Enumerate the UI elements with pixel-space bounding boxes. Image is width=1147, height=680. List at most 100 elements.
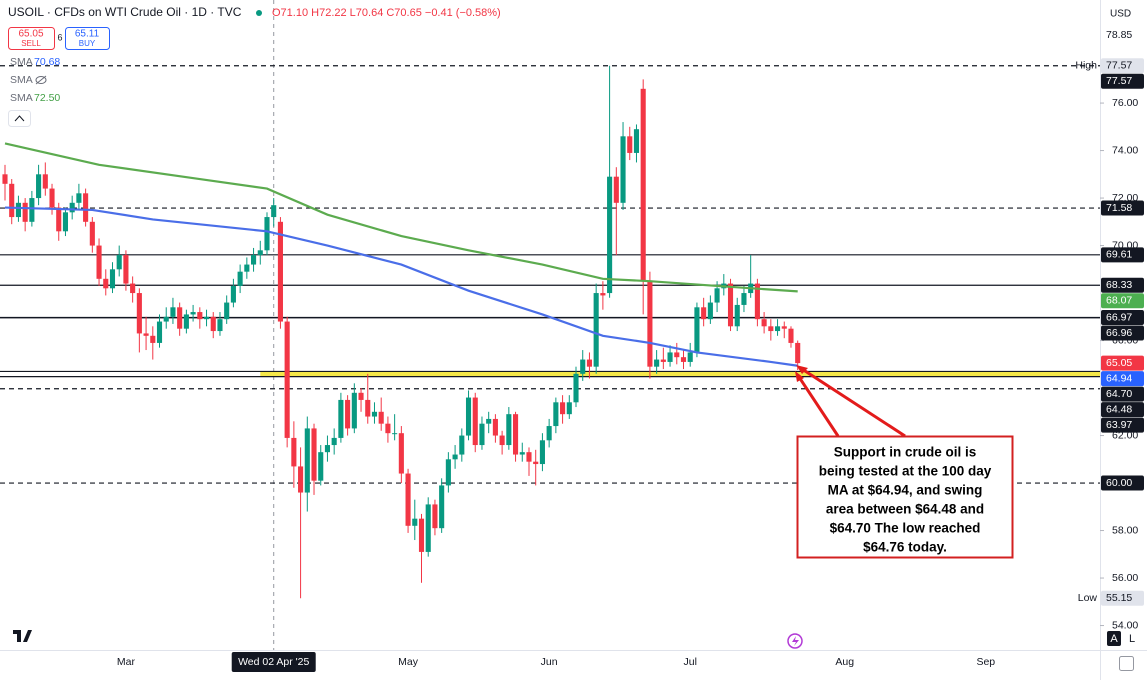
candle-body	[237, 271, 243, 286]
candle-body	[761, 319, 767, 327]
y-tick-label: 76.00	[1112, 97, 1138, 109]
annotation-box	[796, 435, 1014, 559]
candle-body	[203, 316, 210, 320]
price-tag: High	[1075, 60, 1097, 72]
candle-body	[768, 326, 774, 332]
candle-body	[109, 269, 116, 289]
candle-body	[701, 307, 707, 320]
candle-body	[539, 440, 545, 465]
collapse-icon	[14, 115, 25, 122]
hidden-eye-icon	[35, 76, 47, 84]
candle-body	[378, 411, 384, 424]
candle-body	[62, 212, 69, 232]
candle-body	[593, 293, 599, 367]
price-label: 78.85	[1106, 29, 1132, 41]
candle-body	[479, 423, 485, 446]
price-label: 55.15	[1106, 592, 1132, 604]
candle-body	[351, 392, 357, 429]
candle-body	[96, 245, 102, 279]
candle-body	[566, 402, 572, 415]
candle-body	[9, 183, 15, 218]
collapse-button[interactable]	[8, 110, 31, 127]
candle-body	[156, 321, 163, 343]
candle-body	[586, 359, 593, 367]
scale-button-bg[interactable]	[1107, 631, 1121, 646]
candle-body	[607, 176, 613, 294]
candle-body	[707, 302, 713, 320]
price-label: 66.97	[1106, 311, 1132, 323]
price-label-bg	[1101, 310, 1144, 326]
candle-body	[338, 399, 344, 438]
candle-body	[667, 352, 673, 362]
price-label: 66.96	[1106, 327, 1132, 339]
price-label: 68.33	[1106, 279, 1132, 291]
settings-button[interactable]	[1119, 656, 1134, 671]
price-label-bg	[1101, 325, 1144, 341]
y-tick-label: 58.00	[1112, 524, 1138, 536]
buy-button[interactable]	[65, 27, 110, 50]
price-label: 69.61	[1106, 249, 1132, 261]
candle-body	[533, 461, 539, 465]
candle-body	[284, 321, 290, 438]
candle-body	[385, 423, 391, 434]
candle-body	[89, 221, 95, 246]
price-label: 68.07	[1106, 295, 1132, 307]
candle-body	[69, 202, 75, 213]
price-label-bg	[1101, 58, 1144, 74]
candle-body	[29, 198, 35, 222]
annotation-line: $64.76 today.	[863, 540, 947, 555]
x-tick-label: Sep	[976, 656, 995, 668]
price-label: 77.57	[1106, 75, 1132, 87]
candle-body	[365, 399, 371, 417]
candle-body	[271, 205, 277, 218]
price-label-bg	[1101, 73, 1144, 89]
scale-button[interactable]: L	[1129, 633, 1135, 645]
crosshair-label: Wed 02 Apr '25	[238, 656, 309, 668]
candle-body	[553, 402, 559, 427]
annotation-line: being tested at the 100 day	[819, 464, 992, 479]
candle-body	[49, 188, 55, 208]
candle-body	[680, 357, 687, 362]
candle-body	[217, 319, 223, 332]
candle-body	[190, 312, 196, 315]
sell-button[interactable]	[8, 27, 55, 50]
x-tick-label: Jun	[541, 656, 558, 668]
buy-price: 65.11	[75, 29, 100, 40]
x-tick-label: Mar	[117, 656, 136, 668]
price-tag: Low	[1078, 592, 1098, 604]
candle-body	[573, 373, 579, 403]
candle-body	[197, 312, 203, 320]
event-icon[interactable]	[787, 633, 803, 649]
price-label: 63.97	[1106, 419, 1132, 431]
candle-body	[727, 283, 734, 327]
price-label-bg	[1101, 200, 1144, 216]
candle-body	[674, 352, 680, 358]
candle-body	[123, 255, 129, 284]
candle-body	[392, 433, 398, 435]
candle-body	[210, 316, 216, 332]
candle-body	[224, 302, 230, 320]
candle-body	[264, 217, 270, 251]
support-band	[260, 371, 1100, 377]
candle-body	[130, 283, 136, 294]
candle-body	[22, 202, 28, 222]
price-label: 71.58	[1106, 202, 1132, 214]
scale-button[interactable]: A	[1110, 633, 1118, 645]
ohlc-values: O71.10 H72.22 L70.64 C70.65 −0.41 (−0.58…	[272, 7, 501, 19]
candle-body	[36, 174, 42, 199]
candle-body	[56, 207, 62, 232]
candle-body	[512, 414, 519, 455]
indicator-name: SMA	[10, 92, 33, 104]
arrow	[797, 376, 840, 437]
annotation-line: $64.70 The low reached	[830, 521, 981, 536]
candle-body	[291, 437, 297, 467]
indicator-value: 70.68	[34, 56, 60, 68]
logo-mark	[13, 630, 32, 642]
price-label-bg	[1101, 355, 1144, 371]
annotation-line: area between $64.48 and	[826, 502, 984, 517]
candle-body	[445, 459, 451, 486]
candle-body	[304, 428, 310, 493]
candle-body	[244, 264, 250, 272]
candle-body	[143, 333, 149, 336]
